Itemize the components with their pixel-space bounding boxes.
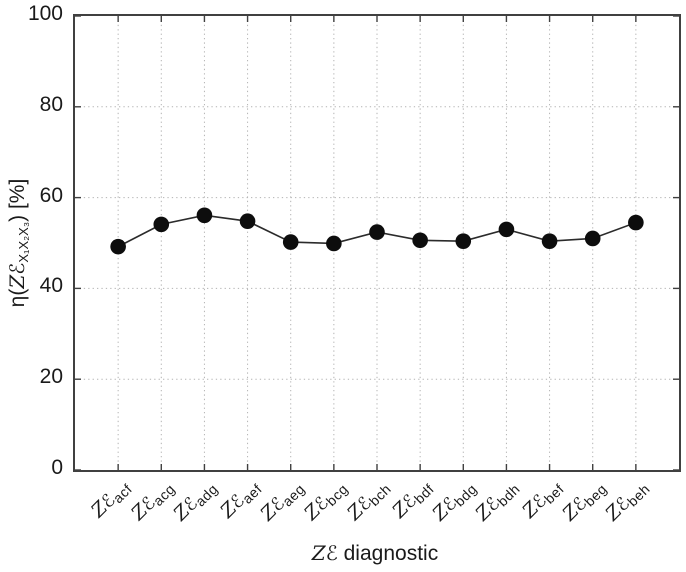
x-tick-label-aeg: Zℰaeg <box>256 475 308 526</box>
y-tick-label-40: 40 <box>39 274 63 298</box>
x-axis-title-text: diagnostic <box>337 542 439 565</box>
data-point-bch <box>369 224 385 240</box>
x-tick-label-acg: Zℰacg <box>127 475 178 525</box>
x-tick-label-beh: Zℰbeh <box>601 475 653 526</box>
script-e-glyph: ℰ <box>5 262 29 275</box>
data-point-bcg <box>326 235 342 252</box>
x-tick-label-acf: Zℰacf <box>87 475 135 522</box>
data-point-adg <box>196 207 213 224</box>
data-point-bdh <box>498 221 515 238</box>
y-tick-label-60: 60 <box>39 183 63 207</box>
data-point-acf <box>110 238 126 255</box>
axis-ticks <box>75 16 679 470</box>
gridlines <box>75 16 679 470</box>
data-point-acg <box>153 216 170 233</box>
data-point-beg <box>584 230 601 247</box>
x-tick-label-bdf: Zℰbdf <box>388 475 437 523</box>
y-tick-label-0: 0 <box>51 456 63 479</box>
x-tick-label-adg: Zℰadg <box>170 475 222 526</box>
x-tick-label-bcg: Zℰbcg <box>300 475 351 525</box>
x-tick-label-bef: Zℰbef <box>518 475 567 523</box>
x-tick-label-bdg: Zℰbdg <box>429 475 481 526</box>
data-point-aef <box>239 213 256 230</box>
chart-canvas <box>75 16 679 470</box>
data-point-bef <box>541 233 558 249</box>
y-tick-label-20: 20 <box>39 365 63 389</box>
x-axis-title: Zℰ diagnostic <box>73 541 677 566</box>
x-tick-label-aef: Zℰaef <box>216 475 265 523</box>
script-z-glyph: Z <box>5 274 29 289</box>
data-point-bdg <box>455 233 472 249</box>
plot-area <box>73 14 681 472</box>
y-axis-title-post: ) [%] <box>6 178 29 222</box>
x-tick-label-bch: Zℰbch <box>343 475 394 525</box>
y-axis-title: η(ZℰX₁X₂X₃) [%] <box>5 13 31 473</box>
x-tick-label-bdh: Zℰbdh <box>472 475 524 526</box>
y-tick-label-100: 100 <box>27 2 63 25</box>
script-e-glyph: ℰ <box>325 541 338 565</box>
data-point-bdf <box>412 232 428 249</box>
data-point-aeg <box>282 234 299 250</box>
y-axis-title-pre: η( <box>6 288 29 308</box>
script-z-glyph: Z <box>311 541 326 565</box>
data-point-beh <box>628 214 644 231</box>
y-axis-title-subscript: X₁X₂X₃ <box>16 221 31 263</box>
data-series <box>110 207 644 255</box>
y-tick-label-80: 80 <box>39 92 63 116</box>
x-tick-label-beg: Zℰbeg <box>558 475 610 526</box>
